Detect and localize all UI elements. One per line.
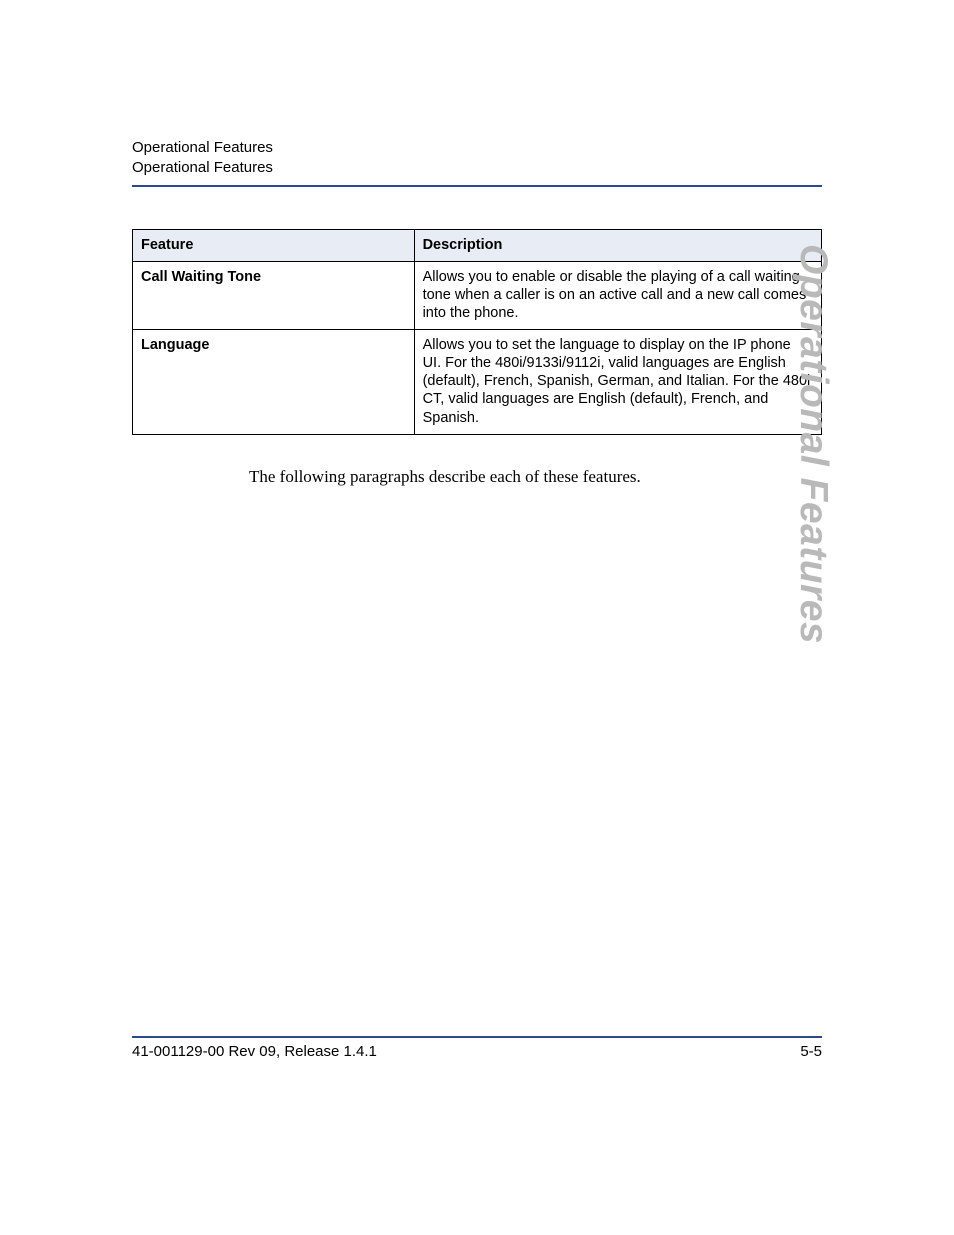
header-rule — [132, 185, 822, 187]
side-chapter-title: Operational Features — [791, 244, 835, 644]
cell-description: Allows you to set the language to displa… — [414, 330, 821, 435]
page-header: Operational Features Operational Feature… — [132, 138, 822, 187]
table-header-row: Feature Description — [133, 229, 822, 261]
footer-left: 41-001129-00 Rev 09, Release 1.4.1 — [132, 1043, 377, 1060]
table-row: Language Allows you to set the language … — [133, 330, 822, 435]
page-content: Operational Features Operational Feature… — [132, 138, 822, 487]
header-line-1: Operational Features — [132, 138, 822, 158]
footer-right: 5-5 — [800, 1043, 822, 1060]
body-paragraph: The following paragraphs describe each o… — [249, 467, 822, 487]
cell-description: Allows you to enable or disable the play… — [414, 261, 821, 329]
cell-feature: Call Waiting Tone — [133, 261, 415, 329]
header-line-2: Operational Features — [132, 158, 822, 178]
table-row: Call Waiting Tone Allows you to enable o… — [133, 261, 822, 329]
footer-row: 41-001129-00 Rev 09, Release 1.4.1 5-5 — [132, 1043, 822, 1060]
col-header-feature: Feature — [133, 229, 415, 261]
cell-feature: Language — [133, 330, 415, 435]
page-footer: 41-001129-00 Rev 09, Release 1.4.1 5-5 — [132, 1036, 822, 1060]
col-header-description: Description — [414, 229, 821, 261]
footer-rule — [132, 1036, 822, 1038]
feature-table: Feature Description Call Waiting Tone Al… — [132, 229, 822, 435]
